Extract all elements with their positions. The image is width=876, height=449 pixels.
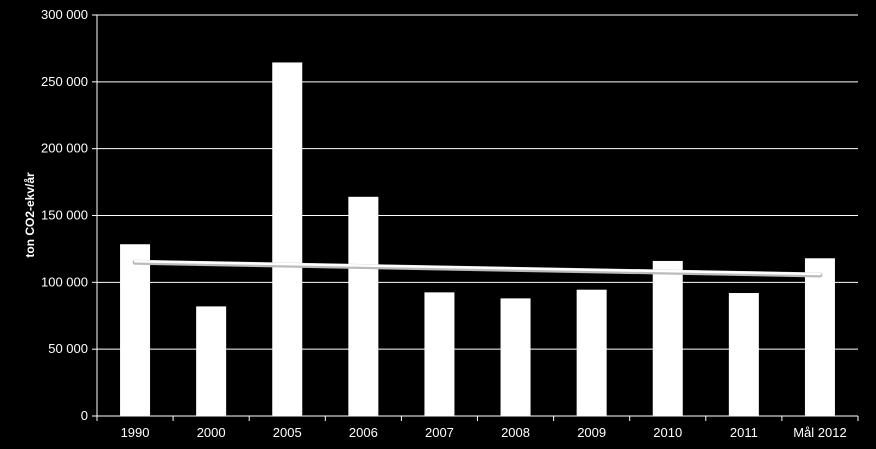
bar-2010 bbox=[652, 260, 683, 416]
x-tick-label: 2006 bbox=[349, 425, 378, 440]
x-tick-label: 2008 bbox=[501, 425, 530, 440]
y-tick-label: 250 000 bbox=[41, 74, 88, 89]
bars bbox=[120, 62, 835, 417]
x-tick-label: 2010 bbox=[653, 425, 682, 440]
x-tick-label: 2005 bbox=[273, 425, 302, 440]
x-tick-label: Mål 2012 bbox=[793, 425, 846, 440]
bar-2007 bbox=[424, 292, 455, 416]
x-tick-label: 2011 bbox=[730, 425, 758, 440]
trendline bbox=[132, 259, 823, 278]
y-tick-label: 0 bbox=[81, 408, 88, 423]
y-tick-label: 100 000 bbox=[41, 274, 88, 289]
y-tick-label: 300 000 bbox=[41, 7, 88, 22]
x-tick-label: 2009 bbox=[577, 425, 606, 440]
bar-2006 bbox=[348, 196, 379, 416]
bar-2000 bbox=[196, 306, 227, 416]
bar-mål-2012 bbox=[804, 258, 835, 416]
x-tick-label: 2000 bbox=[197, 425, 226, 440]
x-tick-label: 1990 bbox=[121, 425, 150, 440]
y-axis-ticks: 0 50 000 100 000 150 000 200 000 250 000 300 0… bbox=[41, 7, 97, 423]
bar-1990 bbox=[120, 244, 151, 416]
bar-2008 bbox=[500, 298, 531, 416]
y-tick-label: 200 000 bbox=[41, 141, 88, 156]
x-tick-label: 2007 bbox=[425, 425, 454, 440]
trendline-line bbox=[133, 260, 822, 276]
bar-2009 bbox=[576, 289, 607, 416]
y-tick-label: 150 000 bbox=[41, 208, 88, 223]
y-axis-label: ton CO2-ekv/år bbox=[23, 172, 37, 258]
x-axis-ticks: 1990 2000 2005 2006 2007 2008 2009 2010 2011 Mål … bbox=[96, 415, 859, 440]
y-tick-label: 50 000 bbox=[48, 341, 88, 356]
bar-2011 bbox=[728, 293, 759, 416]
bar-2005 bbox=[272, 62, 303, 417]
